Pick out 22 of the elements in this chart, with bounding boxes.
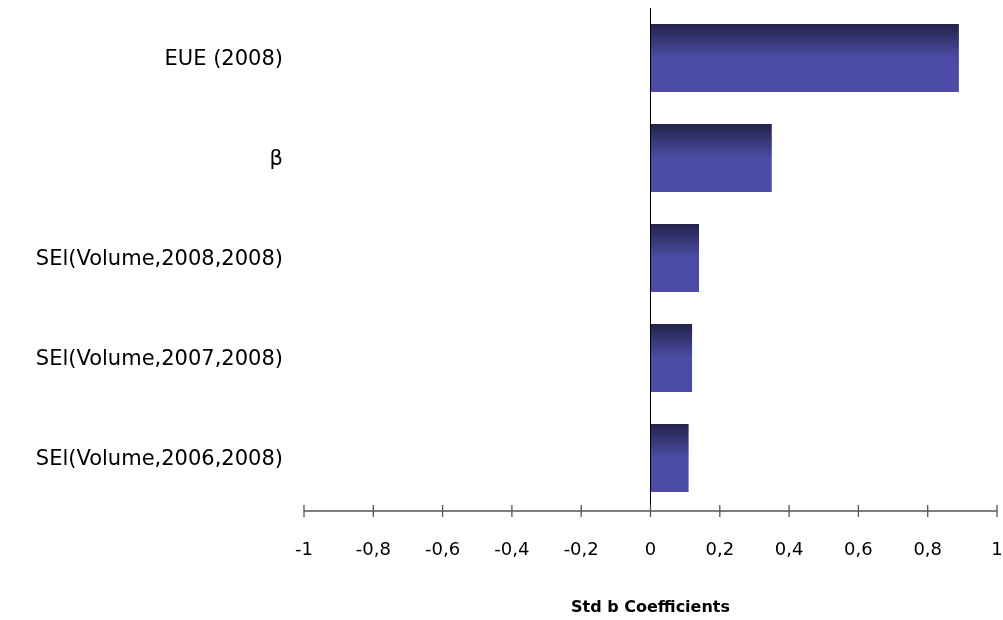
x-tick-label: 0,6 <box>844 538 873 559</box>
x-tick-label: 0,4 <box>774 538 804 559</box>
bar <box>650 324 693 392</box>
x-tick-label: -0,8 <box>355 538 391 559</box>
bar <box>650 224 700 292</box>
x-tick-label: -1 <box>295 538 313 559</box>
x-tick-label: -0,4 <box>494 538 530 559</box>
x-axis-title: Std b Coefficients <box>570 597 731 616</box>
bar <box>650 24 959 92</box>
y-tick-label: EUE (2008) <box>164 46 283 71</box>
x-tick-label: -0,6 <box>425 538 461 559</box>
y-tick-label: SEl(Volume,2007,2008) <box>35 346 283 371</box>
x-tick-label: 1 <box>991 538 1003 559</box>
bar <box>650 124 772 192</box>
y-tick-label: SEl(Volume,2008,2008) <box>35 246 283 271</box>
x-tick-label: 0,8 <box>913 538 943 559</box>
y-tick-label: SEl(Volume,2006,2008) <box>35 446 283 471</box>
x-tick-label: 0,2 <box>705 538 735 559</box>
bar <box>650 424 689 492</box>
x-tick-label: 0 <box>644 538 657 559</box>
y-tick-label: β <box>269 146 283 171</box>
x-tick-label: -0,2 <box>563 538 599 559</box>
